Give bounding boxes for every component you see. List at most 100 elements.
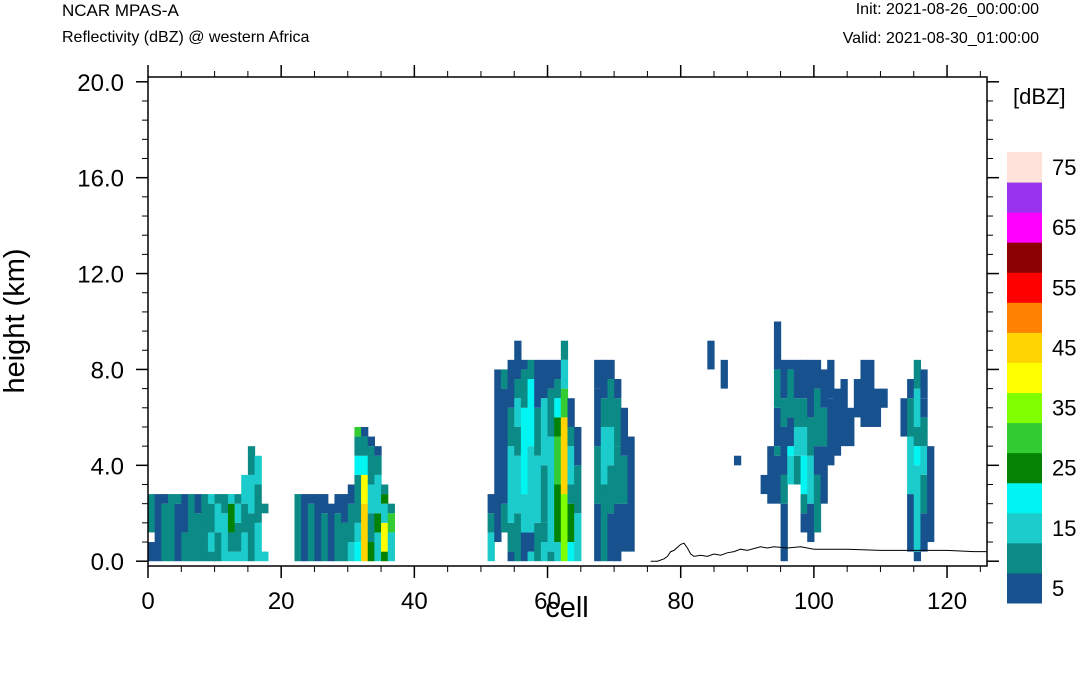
reflectivity-cell [361, 426, 369, 437]
reflectivity-cell [760, 474, 768, 495]
reflectivity-cell [800, 359, 808, 399]
reflectivity-cell [600, 484, 609, 562]
colorbar-tick-label: 75 [1052, 155, 1076, 180]
reflectivity-cell [507, 359, 515, 408]
reflectivity-cell [354, 455, 362, 475]
reflectivity-cell [620, 503, 629, 552]
reflectivity-cell [367, 513, 375, 543]
reflectivity-cell [254, 522, 262, 562]
reflectivity-cell [907, 398, 915, 437]
reflectivity-cell [880, 388, 888, 408]
reflectivity-cell [614, 503, 622, 562]
reflectivity-cell [600, 398, 609, 427]
reflectivity-cell [780, 426, 788, 475]
reflectivity-cell [381, 522, 389, 552]
reflectivity-cell [827, 359, 835, 399]
reflectivity-cell [514, 455, 522, 514]
colorbar-swatch [1007, 392, 1042, 424]
reflectivity-cell [873, 388, 882, 427]
reflectivity-cell [920, 474, 928, 514]
reflectivity-cell [520, 532, 529, 562]
reflectivity-cell [214, 532, 222, 562]
reflectivity-cell [780, 398, 788, 427]
reflectivity-cell [627, 484, 635, 552]
reflectivity-cell [560, 494, 569, 562]
reflectivity-cell [301, 494, 309, 562]
reflectivity-cell [773, 446, 782, 456]
reflectivity-cell [800, 494, 808, 514]
colorbar: 5 15 25 35 45 55 65 75 [1007, 152, 1076, 604]
reflectivity-cell [614, 379, 622, 399]
colorbar-swatch [1007, 422, 1042, 454]
reflectivity-cell [374, 446, 382, 456]
reflectivity-cell [194, 513, 202, 562]
reflectivity-cell [900, 398, 908, 437]
reflectivity-cell [214, 494, 222, 504]
reflectivity-cell [793, 398, 802, 427]
reflectivity-cell [520, 369, 529, 408]
reflectivity-cell [347, 484, 356, 504]
valid-time: Valid: 2021-08-30_01:00:00 [842, 30, 1039, 47]
y-axis-title: height (km) [0, 248, 31, 393]
reflectivity-cell [514, 426, 522, 456]
reflectivity-cell [207, 551, 216, 562]
y-tick-label: 4.0 [91, 453, 124, 480]
reflectivity-cell [614, 446, 622, 504]
reflectivity-cell [500, 503, 509, 533]
reflectivity-cell [560, 417, 569, 495]
reflectivity-cell [327, 503, 336, 562]
reflectivity-cell [793, 426, 802, 456]
colorbar-swatch [1007, 512, 1042, 544]
reflectivity-cell [560, 340, 569, 360]
reflectivity-cell [840, 379, 848, 447]
reflectivity-cell [594, 359, 602, 389]
reflectivity-cell [920, 446, 928, 475]
colorbar-swatch [1007, 572, 1042, 604]
reflectivity-cell [554, 359, 562, 380]
colorbar-swatch [1007, 452, 1042, 484]
colorbar-swatch [1007, 362, 1042, 394]
colorbar-swatch [1007, 302, 1042, 333]
plot-frame [147, 76, 988, 567]
reflectivity-cell [361, 436, 369, 456]
reflectivity-cell [927, 446, 935, 543]
reflectivity-cell [813, 359, 822, 389]
reflectivity-cell [514, 398, 522, 427]
reflectivity-cell [913, 446, 922, 466]
reflectivity-cell [820, 369, 828, 408]
reflectivity-cell [773, 455, 782, 504]
reflectivity-cell [507, 407, 515, 447]
colorbar-swatch [1007, 182, 1042, 213]
reflectivity-cell [367, 484, 375, 514]
reflectivity-cell [574, 465, 582, 514]
reflectivity-cell [347, 542, 356, 562]
reflectivity-cell [567, 503, 575, 543]
reflectivity-cell [507, 522, 515, 552]
reflectivity-cell [381, 503, 389, 523]
reflectivity-cell [247, 446, 256, 475]
reflectivity-cell [314, 494, 322, 562]
reflectivity-cell [367, 436, 375, 447]
terrain-line [650, 542, 987, 562]
reflectivity-cell [567, 542, 575, 562]
reflectivity-cell [574, 513, 582, 562]
reflectivity-cell [773, 407, 782, 447]
x-tick-label: 20 [268, 588, 295, 615]
reflectivity-cell [507, 446, 515, 523]
reflectivity-cell [547, 551, 555, 562]
reflectivity-cell [860, 359, 868, 427]
reflectivity-cell [594, 446, 602, 504]
y-tick-label: 8.0 [91, 357, 124, 384]
reflectivity-cell [807, 503, 815, 543]
reflectivity-cell [574, 426, 582, 466]
reflectivity-cell [780, 359, 788, 399]
reflectivity-cell [554, 436, 562, 485]
reflectivity-cell [547, 436, 555, 552]
reflectivity-cell [780, 474, 788, 504]
reflectivity-cell [913, 359, 922, 389]
model-title: NCAR MPAS-A [62, 1, 179, 20]
reflectivity-cell [527, 446, 535, 533]
reflectivity-cell [520, 494, 529, 533]
reflectivity-cell [540, 522, 549, 543]
reflectivity-cell [387, 503, 395, 514]
